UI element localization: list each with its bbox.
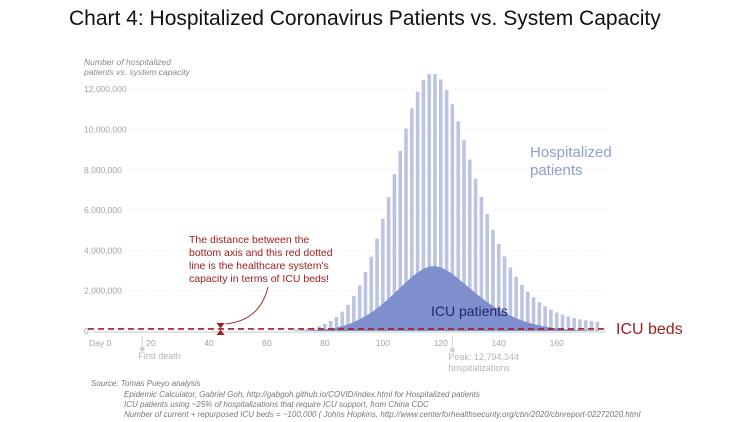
icu-capacity-annotation: The distance between the bottom axis and…: [189, 234, 333, 335]
hospitalized-bar: [554, 312, 559, 331]
hospitalized-bar: [415, 91, 420, 331]
x-tick-label: 60: [262, 338, 272, 348]
x-tick-label: 120: [434, 338, 448, 348]
hospitalized-bar: [525, 291, 530, 331]
hospitalized-bar: [444, 89, 449, 332]
hospitalized-bar: [438, 79, 443, 331]
hospitalized-bar: [357, 285, 362, 331]
source-notes: Source: Tomas Pueyo analysis Epidemic Ca…: [91, 379, 641, 419]
y-axis-ticks: 0 2,000,000 4,000,000 6,000,000 8,000,000 10,…: [84, 84, 127, 336]
hospitalized-bar: [299, 329, 304, 331]
y-tick-label: 4,000,000: [84, 245, 122, 255]
annotation-line-1: The distance between the: [189, 234, 309, 246]
y-tick-label: 12,000,000: [84, 84, 127, 94]
hospitalized-bar: [328, 320, 333, 331]
y-tick-label: 6,000,000: [84, 205, 122, 215]
annotation-line-4: capacity in terms of ICU beds!: [189, 273, 329, 285]
hospitalized-bar: [352, 296, 356, 331]
y-axis-title-line-1: Number of hospitalized: [84, 57, 171, 67]
hospitalized-bars: [294, 74, 600, 332]
hospitalized-bar: [467, 159, 472, 331]
hospitalized-bar: [334, 316, 339, 331]
peak-dot: [449, 347, 455, 353]
hospitalized-bar: [375, 238, 379, 331]
peak-label-line-1: Peak: 12,794,344: [448, 352, 519, 362]
hospitalized-bar: [404, 128, 408, 331]
hospitalized-bar: [427, 74, 432, 332]
hospitalized-bar: [583, 320, 588, 331]
hospitalized-bar: [572, 318, 576, 331]
hospitalized-bar: [410, 108, 414, 331]
peak-label-line-2: hospitalizations: [448, 363, 510, 373]
hospitalized-bar: [520, 284, 524, 331]
first-death-dot: [139, 346, 145, 352]
hospitalized-bar: [305, 328, 310, 331]
hospitalized-bar: [508, 267, 513, 331]
hospitalized-bar: [363, 272, 368, 331]
hospitalized-bar: [450, 104, 455, 332]
hospitalized-bar: [543, 306, 547, 331]
first-death-label: First death: [138, 351, 181, 361]
hospitalized-bar: [537, 302, 542, 331]
hospitalized-bar: [502, 256, 507, 331]
hospitalized-bar: [294, 329, 298, 331]
hospitalized-bar: [560, 314, 565, 331]
chart-title: Chart 4: Hospitalized Coronavirus Patien…: [69, 7, 661, 30]
x-tick-label: Day 0: [89, 338, 111, 348]
hospitalized-label-line-1: Hospitalized: [530, 144, 612, 161]
hospitalized-bar: [392, 174, 397, 331]
hospitalized-bar: [491, 229, 495, 331]
icu-patients-label: ICU patients: [431, 303, 508, 319]
x-tick-label: 40: [204, 338, 214, 348]
annotation-line-2: bottom axis and this red dotted: [189, 247, 333, 259]
annotation-leader: [225, 286, 269, 325]
hospitalized-bar: [479, 196, 484, 331]
source-line-2: Epidemic Calculator, Gabriel Goh, http:/…: [124, 390, 480, 399]
event-markers: First death Peak: 12,794,344 hospitaliza…: [138, 336, 519, 373]
hospitalized-bar: [531, 297, 536, 331]
hospitalized-bar: [346, 304, 350, 331]
source-line-4: Number of current + repurposed ICU beds …: [124, 410, 641, 419]
hospitalized-bar: [462, 140, 466, 331]
x-tick-label: 160: [550, 338, 564, 348]
source-line-3: ICU patients using ~25% of hospitalizati…: [124, 400, 429, 409]
hospitalized-bar: [566, 316, 571, 331]
hospitalized-bar: [473, 178, 478, 331]
hospitalized-bar: [589, 321, 594, 331]
hospitalized-bar: [421, 79, 426, 331]
hospitalized-bar: [398, 150, 403, 331]
icu-patients-area: [295, 266, 598, 331]
hospitalized-bar: [496, 243, 501, 331]
y-axis-title-line-2: patients vs. system capacity: [83, 67, 191, 77]
hospitalized-bar: [386, 196, 391, 331]
hospitalized-bar: [340, 311, 345, 331]
x-tick-label: 20: [146, 338, 156, 348]
hospitalized-bar: [456, 121, 460, 332]
y-tick-label: 2,000,000: [84, 286, 122, 296]
x-tick-label: 140: [492, 338, 506, 348]
y-tick-label: 0: [84, 326, 89, 336]
hospitalized-bar: [433, 74, 437, 332]
y-tick-label: 8,000,000: [84, 165, 122, 175]
x-tick-label: 100: [376, 338, 390, 348]
x-tick-label: 80: [320, 338, 330, 348]
hospitalized-bar: [514, 276, 518, 331]
x-axis-ticks: Day 0 20 40 60 80 100 120 140 160: [89, 338, 564, 348]
annotation-line-3: line is the healthcare system's: [189, 260, 329, 272]
hospitalized-bar: [485, 214, 489, 331]
icu-beds-label: ICU beds: [616, 321, 683, 338]
hospitalized-bar: [369, 256, 374, 331]
hospitalized-bar: [578, 319, 582, 331]
hospitalized-bar: [595, 321, 600, 331]
icu-capacity-marker: [216, 322, 225, 335]
hospitalized-bar: [323, 323, 327, 331]
y-tick-label: 10,000,000: [84, 124, 127, 134]
hospitalized-bar: [381, 218, 385, 331]
hospitalized-label-line-2: patients: [530, 162, 583, 179]
hospitalized-bar: [549, 309, 553, 331]
source-line-1: Source: Tomas Pueyo analysis: [91, 379, 201, 388]
